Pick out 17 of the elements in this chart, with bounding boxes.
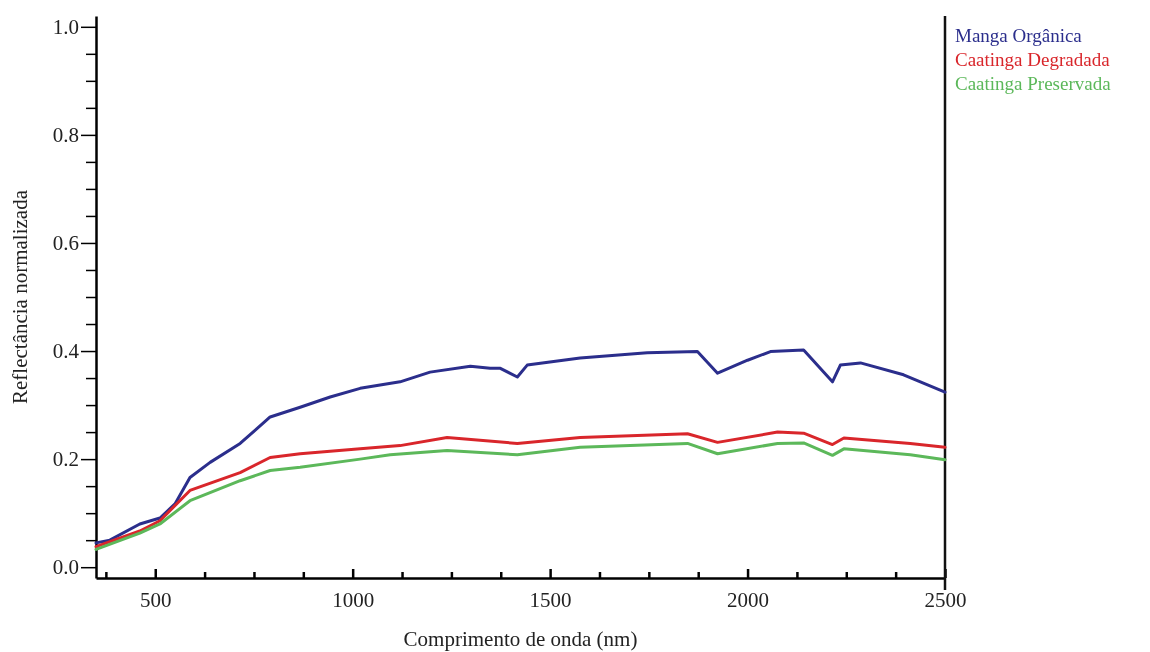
text: Manga Orgânica — [955, 25, 1083, 46]
y-tick-label: 1.0 — [52, 15, 79, 40]
x-tick-label: 2000 — [727, 587, 770, 612]
line-series — [94, 348, 947, 545]
y-tick-label: 0.4 — [52, 339, 80, 364]
x-tick-label: 500 — [139, 587, 172, 612]
text: Caatinga Preservada — [955, 73, 1112, 94]
x-tick-label: 1500 — [529, 587, 572, 612]
y-tick-label: 0.0 — [52, 555, 79, 580]
x-tick-label: 1000 — [332, 587, 375, 612]
y-tick-label: 0.8 — [52, 123, 79, 148]
y-tick-label: 0.2 — [52, 447, 79, 472]
y-tick-label: 0.6 — [52, 231, 79, 256]
x-tick-label: 2500 — [924, 587, 967, 612]
text: Caatinga Degradada — [955, 49, 1111, 70]
y-axis-title: Reflectância normalizada — [8, 189, 32, 404]
x-axis-title: Comprimento de onda (nm) — [403, 627, 638, 651]
